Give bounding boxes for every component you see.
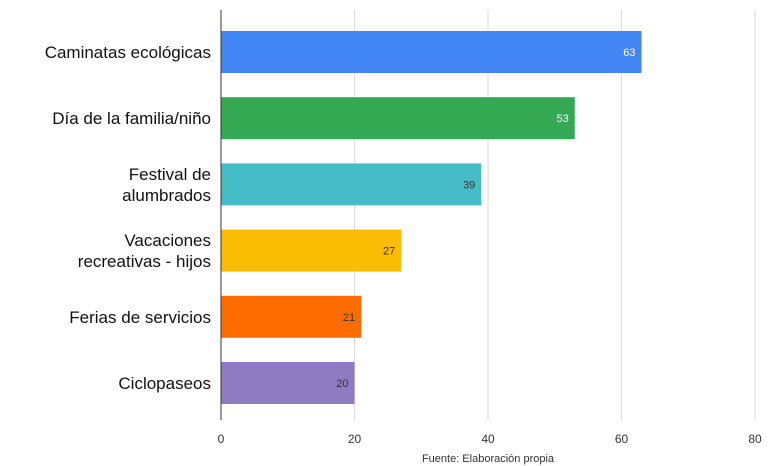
- category-label: Festival de alumbrados: [122, 165, 211, 205]
- x-tick-label: 0: [218, 432, 225, 446]
- category-label: Vacaciones recreativas - hijos: [78, 231, 211, 271]
- category-labels: Caminatas ecológicas Día de la familia/ni…: [45, 43, 211, 393]
- bar: [221, 295, 362, 338]
- bar-value-label: 39: [463, 179, 475, 191]
- category-label: Ferias de servicios: [69, 308, 211, 327]
- bars: [221, 31, 642, 404]
- x-tick-label: 20: [348, 432, 362, 446]
- bar-value-label: 27: [383, 246, 395, 258]
- bar-value-label: 20: [336, 378, 348, 390]
- bar: [221, 97, 575, 140]
- bar-value-label: 21: [343, 312, 355, 324]
- bar: [221, 163, 482, 206]
- bar-value-label: 53: [557, 113, 569, 125]
- x-tick-label: 60: [615, 432, 629, 446]
- gridlines: [354, 10, 756, 420]
- category-label: Ciclopaseos: [118, 374, 211, 393]
- category-label: Caminatas ecológicas: [45, 43, 211, 62]
- x-axis-tick-labels: 0 20 40 60 80: [218, 432, 762, 446]
- bar: [221, 229, 402, 272]
- value-labels: 63 53 39 27 21 20: [336, 47, 635, 390]
- category-label: Día de la familia/niño: [52, 109, 211, 128]
- source-note: Fuente: Elaboración propia: [422, 453, 555, 465]
- x-tick-label: 40: [481, 432, 495, 446]
- bar-value-label: 63: [623, 47, 635, 59]
- bar: [221, 31, 642, 73]
- x-tick-label: 80: [748, 432, 762, 446]
- bar: [221, 362, 355, 404]
